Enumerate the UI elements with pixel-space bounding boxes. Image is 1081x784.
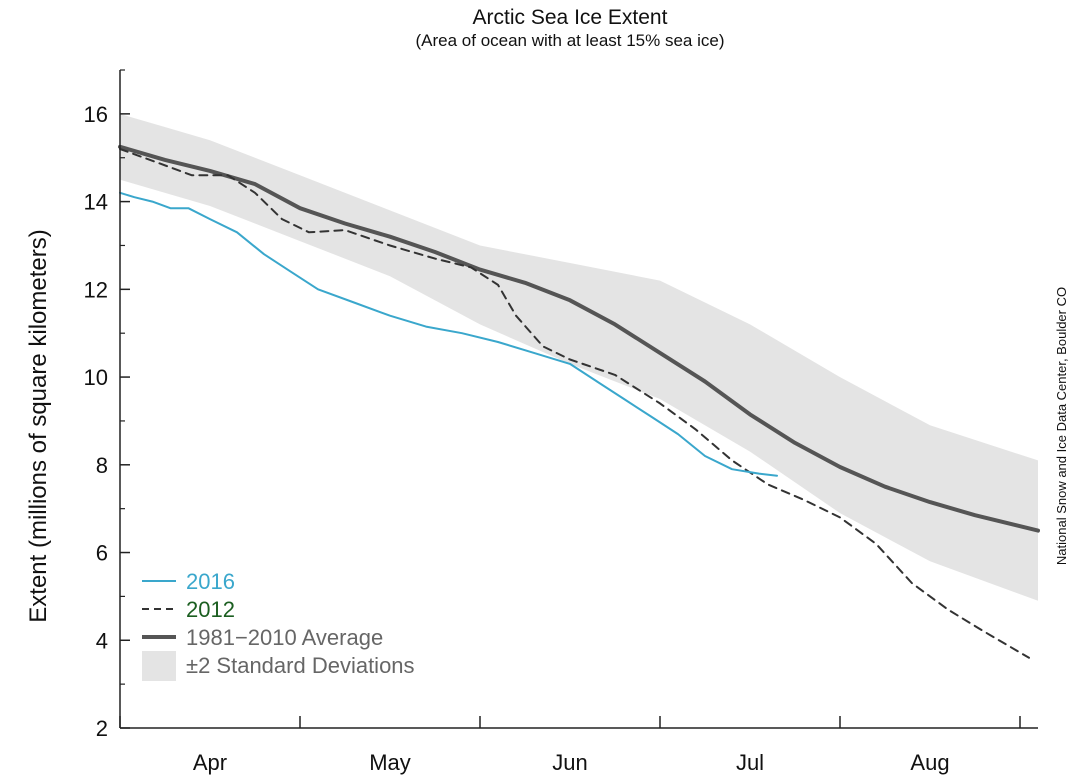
legend-swatch-band [142, 651, 176, 681]
series-line-1981-2010-average [118, 144, 1040, 533]
axes: 2 4 6 8 10 12 14 16 Apr May Jun Jul Aug [84, 69, 1038, 775]
y-tick-label: 14 [84, 190, 108, 215]
y-tick-label: 12 [84, 277, 108, 302]
y-tick-label: 2 [96, 716, 108, 741]
std-dev-band [120, 113, 1038, 601]
x-tick-label-apr: Apr [193, 750, 227, 775]
x-tick-label-aug: Aug [910, 750, 949, 775]
y-tick-label: 8 [96, 453, 108, 478]
x-tick-label-jul: Jul [736, 750, 764, 775]
legend-item-3: ±2 Standard Deviations [186, 653, 415, 678]
series-line-2016 [119, 191, 778, 477]
series-layer [118, 144, 1040, 659]
legend: 2016 2012 1981−2010 Average ±2 Standard Dev… [142, 569, 415, 681]
chart-subtitle: (Area of ocean with at least 15% sea ice… [416, 31, 725, 50]
series-line-2012 [119, 148, 1030, 659]
chart-title: Arctic Sea Ice Extent [473, 6, 668, 29]
legend-item-2: 1981−2010 Average [186, 625, 383, 650]
legend-item-0: 2016 [186, 569, 235, 594]
std-dev-band-area [120, 113, 1038, 601]
y-tick-label: 6 [96, 541, 108, 566]
credit-text: National Snow and Ice Data Center, Bould… [1054, 287, 1069, 565]
legend-item-1: 2012 [186, 597, 235, 622]
y-tick-label: 10 [84, 365, 108, 390]
y-tick-label: 4 [96, 628, 108, 653]
y-axis-label: Extent (millions of square kilometers) [25, 229, 52, 622]
y-tick-label: 16 [84, 102, 108, 127]
x-tick-label-may: May [369, 750, 411, 775]
x-tick-label-jun: Jun [552, 750, 587, 775]
